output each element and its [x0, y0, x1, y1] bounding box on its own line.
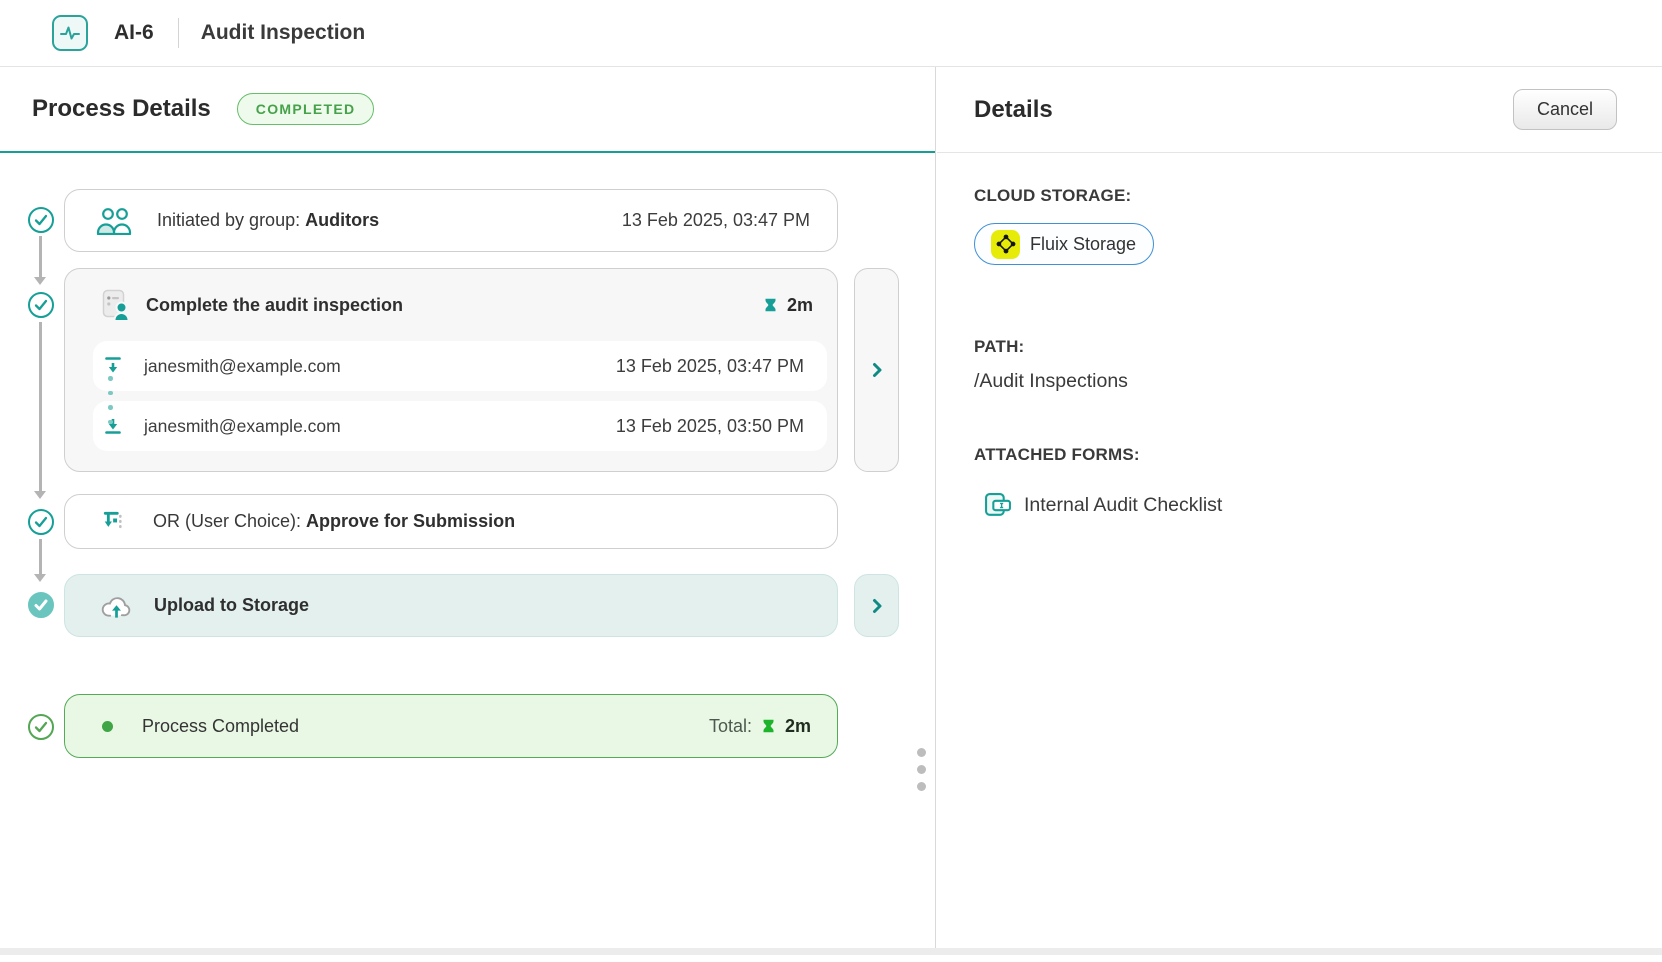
initiated-label: Initiated by group: Auditors	[157, 210, 379, 231]
process-timeline: Initiated by group: Auditors 13 Feb 2025…	[0, 155, 935, 955]
total-duration: Total: 2m	[709, 716, 811, 737]
cloud-storage-value: Fluix Storage	[1030, 233, 1137, 254]
task-duration: 2m	[763, 295, 813, 316]
step-card-initiated[interactable]: Initiated by group: Auditors 13 Feb 2025…	[64, 189, 838, 252]
step-card-completed: Process Completed Total: 2m	[64, 694, 838, 758]
total-label: Total:	[708, 715, 752, 736]
attached-forms-label: ATTACHED FORMS:	[974, 445, 1140, 464]
hourglass-icon	[765, 298, 776, 312]
fluix-storage-icon	[991, 229, 1020, 259]
details-header: Details Cancel	[937, 67, 1662, 153]
check-icon	[34, 721, 48, 733]
main-area: Process Details COMPLETED	[0, 67, 1662, 955]
details-title: Details	[974, 95, 1053, 123]
step-card-task[interactable]: Complete the audit inspection 2m ja	[64, 268, 838, 472]
entry-email: janesmith@example.com	[144, 415, 341, 436]
submission-in-icon	[105, 357, 121, 373]
path-value: /Audit Inspections	[974, 370, 1128, 392]
cloud-upload-icon	[101, 597, 131, 618]
connector-arrow	[35, 539, 46, 582]
details-body: CLOUD STORAGE: Fluix Storage PATH: /Audi…	[937, 153, 1662, 519]
attached-form-item[interactable]: Internal Audit Checklist	[984, 492, 1622, 519]
process-details-header: Process Details COMPLETED	[0, 67, 935, 153]
path-label: PATH:	[974, 337, 1025, 356]
check-icon	[34, 214, 48, 226]
chevron-right-icon	[872, 598, 881, 613]
panel-splitter-handle[interactable]	[912, 748, 930, 791]
entry-timestamp: 13 Feb 2025, 03:50 PM	[615, 415, 804, 436]
group-icon	[96, 207, 132, 235]
total-duration-value: 2m	[784, 715, 811, 736]
process-pulse-icon	[52, 15, 88, 51]
form-user-icon	[102, 289, 129, 322]
left-panel-title: Process Details	[32, 95, 211, 122]
top-header: AI-6 Audit Inspection	[0, 0, 1662, 67]
check-icon	[34, 516, 48, 528]
step-check-circle-task	[28, 292, 54, 318]
initiated-group-name: Auditors	[305, 210, 380, 230]
step-check-circle-completed	[28, 714, 54, 740]
choice-value: Approve for Submission	[306, 511, 516, 531]
process-id: AI-6	[114, 21, 154, 44]
initiated-prefix: Initiated by group:	[157, 210, 301, 230]
task-entry-row: janesmith@example.com 13 Feb 2025, 03:47…	[93, 341, 827, 391]
branch-choice-icon	[103, 511, 122, 530]
submission-out-icon	[105, 419, 121, 434]
entry-connector-dots	[108, 376, 113, 424]
details-panel: Details Cancel CLOUD STORAGE: Fluix Stor…	[937, 67, 1662, 955]
upload-expand-button[interactable]	[854, 574, 899, 637]
task-entry-row: janesmith@example.com 13 Feb 2025, 03:50…	[93, 401, 827, 451]
chevron-right-icon	[872, 363, 881, 377]
cancel-button[interactable]: Cancel	[1512, 89, 1617, 130]
initiated-timestamp: 13 Feb 2025, 03:47 PM	[621, 210, 810, 230]
step-check-circle-initiated	[28, 207, 54, 233]
process-details-panel: Process Details COMPLETED	[0, 67, 936, 955]
header-divider	[177, 18, 179, 48]
completed-title: Process Completed	[142, 715, 300, 736]
horizontal-scrollbar[interactable]	[0, 948, 1662, 955]
choice-prefix: OR (User Choice):	[153, 511, 302, 531]
connector-arrow	[35, 236, 46, 285]
cloud-storage-label: CLOUD STORAGE:	[974, 186, 1132, 205]
entry-timestamp: 13 Feb 2025, 03:47 PM	[615, 355, 804, 376]
check-icon	[34, 299, 48, 311]
check-icon	[34, 599, 48, 611]
status-badge: COMPLETED	[236, 93, 375, 125]
task-title: Complete the audit inspection	[146, 294, 404, 315]
task-duration-value: 2m	[786, 294, 813, 315]
choice-label: OR (User Choice): Approve for Submission	[153, 511, 515, 532]
task-expand-button[interactable]	[854, 268, 899, 472]
connector-arrow	[35, 322, 46, 499]
form-template-icon	[985, 493, 1011, 516]
attached-form-name: Internal Audit Checklist	[1024, 494, 1223, 516]
step-card-upload[interactable]: Upload to Storage	[64, 574, 838, 637]
process-title: Audit Inspection	[200, 21, 366, 44]
step-card-choice[interactable]: OR (User Choice): Approve for Submission	[64, 494, 838, 549]
completed-dot-icon	[102, 720, 113, 732]
step-check-circle-upload	[28, 592, 54, 618]
cloud-storage-chip[interactable]: Fluix Storage	[974, 223, 1155, 265]
task-header: Complete the audit inspection 2m	[65, 269, 837, 341]
entry-email: janesmith@example.com	[144, 355, 341, 376]
step-check-circle-choice	[28, 509, 54, 535]
upload-title: Upload to Storage	[154, 595, 310, 615]
hourglass-icon	[763, 719, 774, 733]
